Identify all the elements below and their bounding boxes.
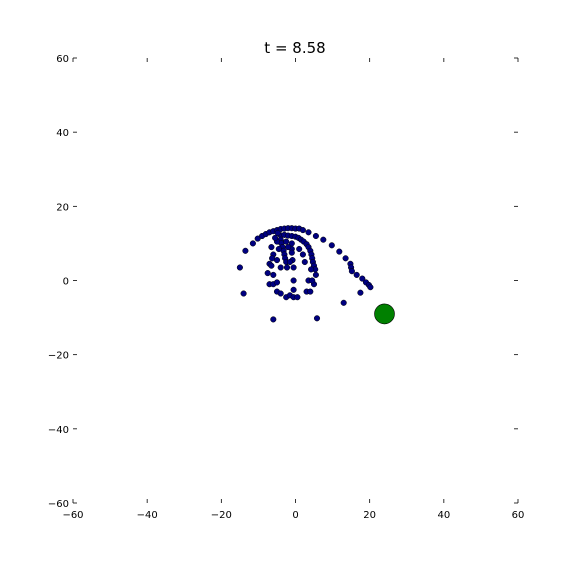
data-point [312,232,319,240]
x-tick-label: 60 [512,510,525,521]
data-point [305,229,312,236]
y-tick-label: −40 [48,425,69,436]
data-point [308,266,315,273]
x-tick-label: 0 [292,510,298,521]
data-point [242,247,249,254]
data-point [348,268,355,275]
x-tick-label: −40 [137,510,158,521]
data-point [290,277,297,284]
data-point [299,251,306,258]
data-point [290,264,297,271]
data-point [268,262,275,269]
data-point [294,294,301,301]
data-point [312,271,319,278]
data-point [301,258,308,266]
data-point [277,290,284,297]
y-tick-label: −60 [48,499,69,510]
data-point [270,271,277,278]
data-point [353,271,360,278]
x-tick-label: 40 [437,510,450,521]
x-tick-label: −60 [62,510,83,521]
data-point [286,258,293,266]
data-point [357,289,364,296]
data-point [336,248,343,255]
highlight-layer [374,303,395,325]
data-point [288,249,295,256]
y-tick-label: 60 [56,54,69,65]
data-point [313,315,321,322]
y-tick-label: 0 [63,277,69,288]
data-point [283,238,290,245]
x-tick-label: 20 [363,510,376,521]
data-point [270,316,277,323]
data-point [340,299,347,306]
data-point [272,234,279,241]
data-point [274,229,281,237]
chart-title: t = 8.58 [264,39,325,57]
data-point [342,255,349,262]
data-point [240,290,247,297]
data-point [285,244,292,251]
highlight-point [374,303,395,325]
y-tick-label: 40 [56,128,69,139]
data-point [359,275,366,282]
data-point [249,240,256,247]
data-point [328,242,335,249]
data-point [264,270,271,277]
data-point [277,264,284,271]
data-point [236,264,243,271]
data-point [299,227,306,234]
data-point [273,279,281,286]
axis-ticks: −60 −40 −20 0 20 40 60 60 40 20 0 −20 −40 −60 [48,54,524,521]
y-tick-label: −20 [48,351,69,362]
data-points [236,225,374,323]
data-point [254,235,261,242]
y-tick-label: 20 [56,202,69,213]
data-point [290,286,297,293]
data-point [283,264,291,271]
data-point [268,244,275,251]
x-tick-label: −20 [211,510,232,521]
data-point [273,257,281,264]
data-point [320,236,327,243]
data-point [309,277,316,284]
data-point [307,288,314,295]
data-point [296,245,303,253]
data-point [367,284,374,291]
data-point [275,245,282,253]
